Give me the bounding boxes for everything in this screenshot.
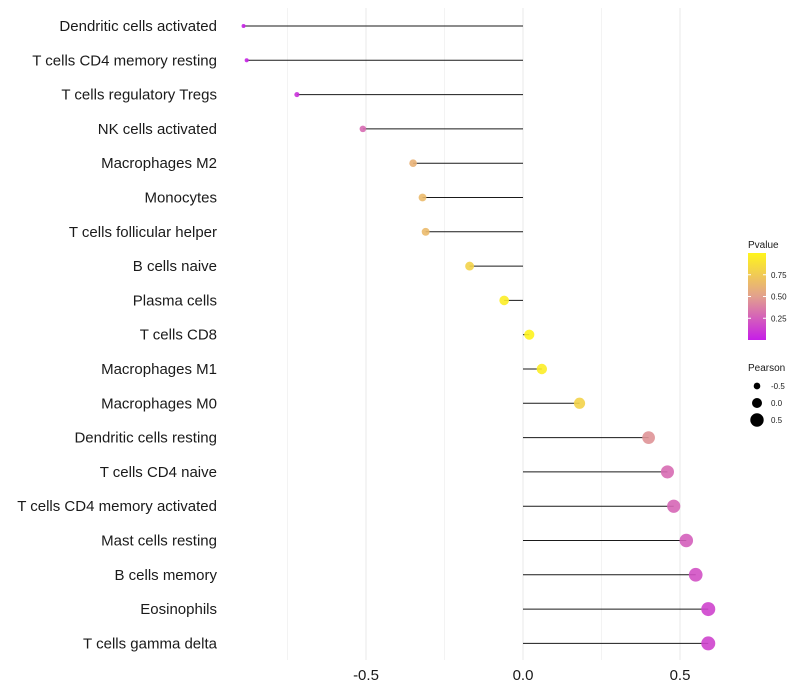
lollipop-point-14 (667, 499, 681, 513)
lollipop-point-12 (642, 431, 655, 444)
size-legend-point-0 (753, 382, 761, 390)
category-label-12: Dendritic cells resting (74, 430, 217, 447)
category-label-6: T cells follicular helper (69, 224, 217, 241)
lollipop-point-0 (241, 24, 246, 28)
lollipop-point-7 (465, 261, 475, 271)
category-label-8: Plasma cells (133, 292, 217, 309)
category-label-4: Macrophages M2 (101, 155, 217, 172)
size-legend-label-1: 0.0 (771, 399, 783, 408)
category-label-18: T cells gamma delta (83, 635, 218, 652)
category-label-7: B cells naive (133, 258, 217, 275)
colorbar-title: Pvalue (748, 240, 779, 251)
colorbar-tick-label-1: 0.50 (771, 293, 787, 302)
lollipop-point-1 (244, 58, 249, 63)
category-label-3: NK cells activated (98, 121, 217, 138)
size-legend-label-2: 0.5 (771, 416, 783, 425)
colorbar-tick-label-0: 0.25 (771, 314, 787, 323)
category-label-2: T cells regulatory Tregs (61, 87, 217, 104)
lollipop-point-18 (701, 636, 716, 651)
lollipop-point-4 (409, 159, 417, 168)
colorbar (748, 253, 766, 340)
size-legend-label-0: -0.5 (771, 382, 785, 391)
lollipop-point-15 (679, 533, 694, 548)
size-legend-title: Pearson (748, 363, 785, 374)
size-legend-point-2 (750, 413, 764, 427)
x-tick-label-1: 0.0 (513, 667, 534, 684)
category-label-9: T cells CD8 (140, 327, 217, 344)
lollipop-point-16 (688, 567, 703, 582)
lollipop-point-3 (359, 125, 367, 133)
lollipop-point-6 (421, 227, 430, 236)
lollipop-point-8 (499, 295, 509, 306)
category-label-1: T cells CD4 memory resting (32, 52, 217, 69)
category-label-16: B cells memory (114, 567, 217, 584)
lollipop-point-2 (294, 92, 300, 98)
x-tick-label-0: -0.5 (353, 667, 379, 684)
category-label-10: Macrophages M1 (101, 361, 217, 378)
category-label-0: Dendritic cells activated (59, 18, 217, 35)
lollipop-point-11 (573, 397, 586, 409)
category-label-11: Macrophages M0 (101, 395, 217, 412)
category-label-5: Monocytes (144, 190, 217, 207)
category-label-15: Mast cells resting (101, 533, 217, 550)
category-label-13: T cells CD4 naive (100, 464, 217, 481)
category-label-14: T cells CD4 memory activated (17, 498, 217, 515)
lollipop-point-13 (660, 465, 675, 479)
size-legend-point-1 (751, 397, 763, 409)
lollipop-point-5 (418, 193, 427, 202)
lollipop-point-17 (701, 602, 716, 617)
lollipop-point-10 (536, 363, 548, 375)
category-label-17: Eosinophils (140, 601, 217, 618)
lollipop-point-9 (524, 329, 535, 340)
colorbar-tick-label-2: 0.75 (771, 271, 787, 280)
x-tick-label-2: 0.5 (670, 667, 691, 684)
